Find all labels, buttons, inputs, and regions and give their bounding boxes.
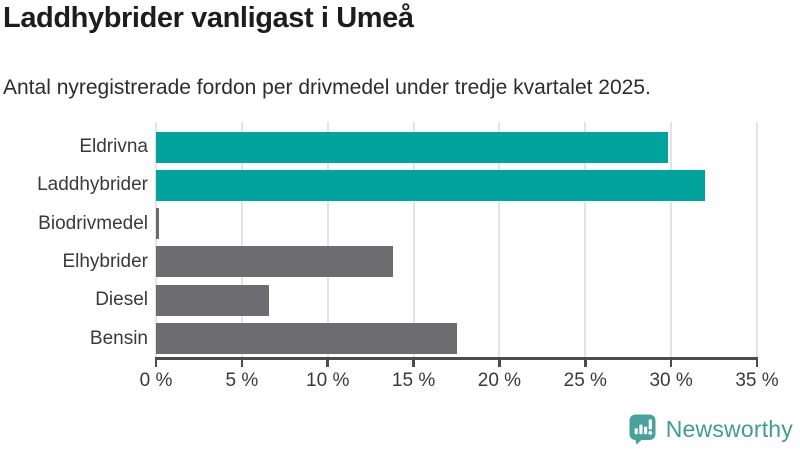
gridline	[756, 122, 758, 357]
gridline	[326, 122, 329, 357]
category-label: Diesel	[95, 289, 148, 311]
bar	[156, 131, 668, 163]
newsworthy-logo: Newsworthy	[629, 414, 793, 445]
category-label: Bensin	[89, 327, 148, 349]
gridline	[498, 122, 501, 357]
x-axis-tick	[326, 358, 329, 367]
x-tick-label: 15 %	[391, 370, 436, 391]
bar	[156, 208, 160, 240]
x-axis-tick	[498, 358, 501, 367]
x-tick-label: 25 %	[563, 370, 607, 391]
chart-subtitle: Antal nyregistrerade fordon per drivmede…	[3, 76, 651, 99]
category-label: Laddhybrider	[37, 174, 148, 196]
x-tick-label: 5 %	[225, 370, 259, 391]
gridline	[584, 122, 587, 357]
x-axis-tick	[669, 358, 673, 367]
gridline	[670, 122, 673, 357]
chart-title: Laddhybrider vanligast i Umeå	[3, 2, 414, 34]
gridline	[412, 122, 415, 357]
bar	[156, 323, 457, 354]
plot-area: 0 % 5 % 10 % 15 % 20 % 25 % 30 % 35 %	[140, 122, 779, 391]
x-tick-label: 35 %	[735, 370, 779, 391]
x-axis-tick	[584, 358, 587, 367]
x-axis-tick	[240, 358, 244, 367]
bar	[156, 284, 270, 316]
gridline	[155, 122, 157, 357]
newsworthy-icon	[629, 414, 657, 445]
category-axis: Eldrivna Laddhybrider Biodrivmedel Elhybrid…	[0, 122, 148, 357]
x-axis-tick	[412, 358, 415, 367]
x-axis-line	[155, 357, 758, 360]
category-label: Elhybrider	[62, 250, 148, 272]
bar	[156, 246, 393, 278]
category-label: Eldrivna	[79, 136, 148, 157]
x-tick-label: 20 %	[477, 370, 522, 391]
x-axis-tick	[755, 358, 759, 367]
x-tick-label: 0 %	[139, 370, 173, 391]
category-label: Biodrivmedel	[38, 212, 148, 234]
x-axis-tick	[154, 358, 158, 367]
bar	[156, 169, 706, 201]
x-tick-label: 30 %	[649, 370, 693, 391]
gridline	[240, 122, 243, 357]
x-tick-label: 10 %	[306, 370, 350, 391]
newsworthy-wordmark: Newsworthy	[665, 416, 793, 442]
